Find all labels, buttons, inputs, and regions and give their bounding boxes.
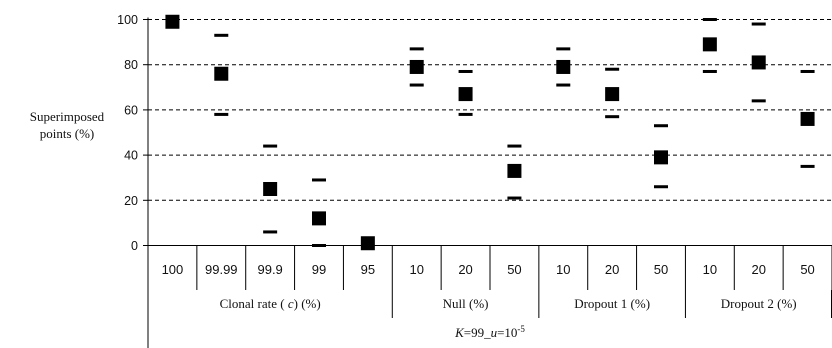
category-label: 99.99 <box>205 262 238 277</box>
data-point <box>605 87 620 102</box>
lower-bound-mark <box>263 230 278 234</box>
lower-bound-mark <box>556 83 571 87</box>
lower-bound-mark <box>654 185 668 189</box>
lower-bound-mark <box>605 115 620 119</box>
lower-bound-mark <box>312 244 326 247</box>
category-label: 50 <box>507 262 521 277</box>
category-label: 50 <box>654 262 668 277</box>
group-label: Clonal rate ( c) (%) <box>220 296 321 311</box>
category-label: 99 <box>312 262 326 277</box>
y-tick-label-60: 60 <box>124 103 138 117</box>
category-label: 10 <box>556 262 570 277</box>
lower-bound-mark <box>458 112 473 116</box>
lower-bound-mark <box>702 69 717 73</box>
upper-bound-mark <box>409 47 424 51</box>
upper-bound-mark <box>800 69 815 73</box>
category-label: 10 <box>703 262 717 277</box>
y-axis-label-line1: Superimposed <box>29 109 105 124</box>
group-label: Null (%) <box>443 296 489 311</box>
data-point <box>165 14 180 29</box>
category-label: 100 <box>162 262 184 277</box>
upper-bound-mark <box>751 22 766 26</box>
condition-label: K=99_u=10-5 <box>454 324 525 340</box>
data-point <box>263 182 278 196</box>
category-label: 99.9 <box>257 262 282 277</box>
lower-bound-mark <box>751 99 766 103</box>
category-label: 50 <box>800 262 814 277</box>
upper-bound-mark <box>263 144 278 148</box>
category-label: 95 <box>361 262 375 277</box>
category-label: 20 <box>605 262 619 277</box>
y-axis-label: Superimposed points (%) <box>8 108 126 142</box>
data-point <box>214 66 229 81</box>
upper-bound-mark <box>605 67 620 71</box>
upper-bound-mark <box>556 47 571 51</box>
data-point <box>654 150 668 165</box>
lower-bound-mark <box>507 196 522 200</box>
data-point <box>507 163 522 178</box>
data-point <box>409 59 424 74</box>
data-point <box>751 55 766 70</box>
group-label: Dropout 1 (%) <box>574 296 650 311</box>
data-point <box>360 236 375 251</box>
y-axis-label-line2: points (%) <box>39 126 95 141</box>
upper-bound-mark <box>507 144 522 148</box>
lower-bound-mark <box>800 164 815 168</box>
data-point <box>556 59 571 74</box>
y-tick-label-80: 80 <box>124 58 138 72</box>
group-label: Dropout 2 (%) <box>721 296 797 311</box>
y-tick-label-100: 100 <box>117 13 138 27</box>
category-label: 20 <box>751 262 765 277</box>
category-label: 10 <box>409 262 423 277</box>
upper-bound-mark <box>458 69 473 73</box>
upper-bound-mark <box>312 178 326 182</box>
y-tick-label-0: 0 <box>131 239 138 253</box>
upper-bound-mark <box>654 124 668 128</box>
category-label: 20 <box>458 262 472 277</box>
data-point <box>458 87 473 102</box>
data-point <box>312 211 326 226</box>
lower-bound-mark <box>409 83 424 87</box>
upper-bound-mark <box>214 33 229 37</box>
data-point <box>800 111 815 126</box>
upper-bound-mark <box>702 18 717 21</box>
lower-bound-mark <box>214 112 229 116</box>
y-tick-label-40: 40 <box>124 149 138 163</box>
y-tick-label-20: 20 <box>124 194 138 208</box>
data-point <box>702 37 717 52</box>
